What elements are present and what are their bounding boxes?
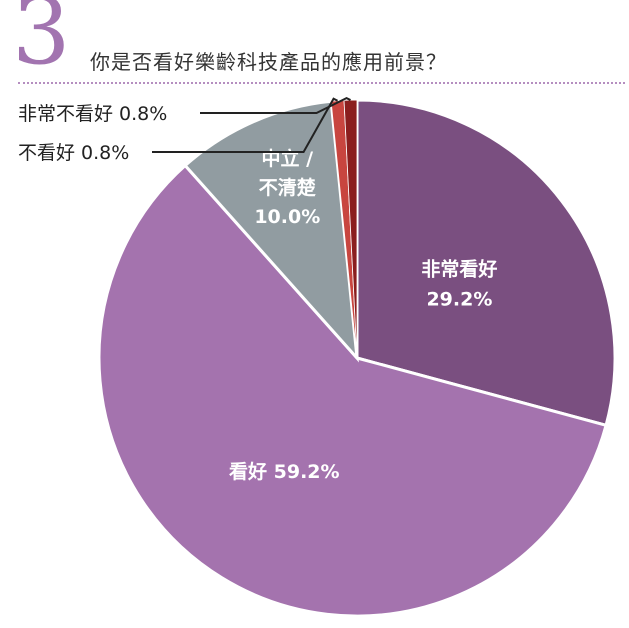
title-divider xyxy=(18,82,625,84)
slice-label-value: 10.0% xyxy=(254,206,320,228)
pie-slice xyxy=(97,163,608,618)
slice-label-name: 非常看好 xyxy=(421,258,497,281)
pie-slice xyxy=(355,98,617,428)
question-number: 3 xyxy=(12,0,71,85)
callout-label: 不看好 0.8% xyxy=(18,142,129,164)
pie-slice xyxy=(183,99,359,363)
slice-label-value: 29.2% xyxy=(426,289,492,311)
callout-leader-line xyxy=(152,97,339,153)
callout-leader-line xyxy=(200,96,351,114)
question-title: 你是否看好樂齡科技產品的應用前景？ xyxy=(90,50,447,74)
slice-label-name: 不清楚 xyxy=(259,176,316,199)
slice-label: 看好 59.2% xyxy=(228,460,340,483)
callout-label: 非常不看好 0.8% xyxy=(18,103,167,125)
